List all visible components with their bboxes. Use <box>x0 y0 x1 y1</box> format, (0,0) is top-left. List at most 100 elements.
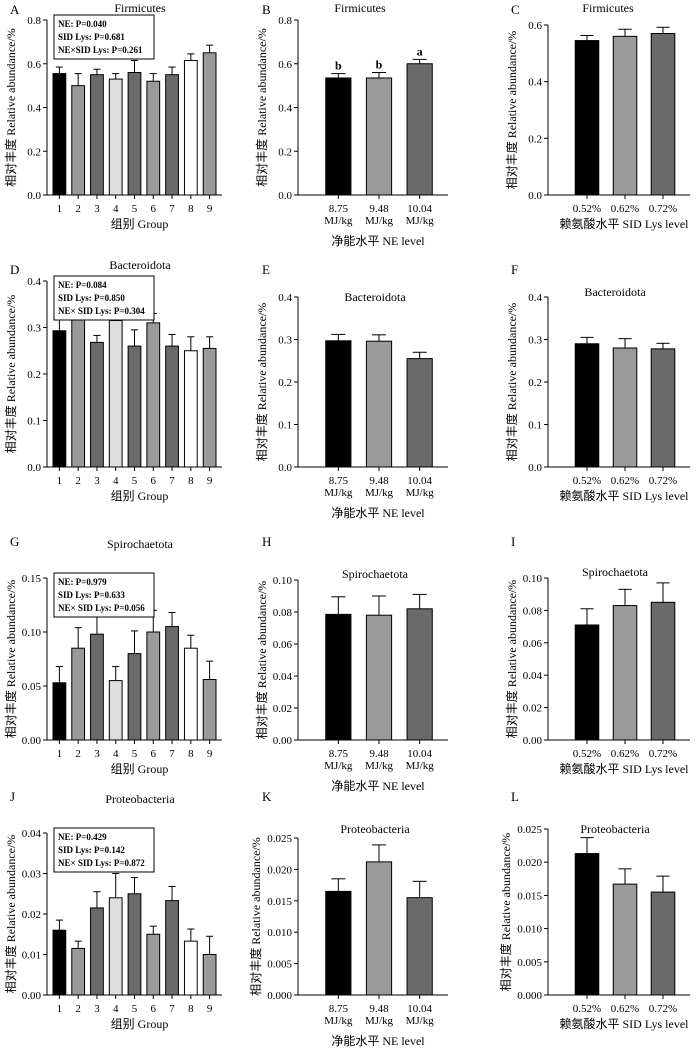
y-tick-label: 0.3 <box>278 335 292 347</box>
panel-c: C Firmicutes 0.0 0.2 0.4 0.6 相对丰度 Relative abu… <box>504 1 690 231</box>
x-axis-label: 净能水平 NE level <box>331 506 425 520</box>
x-tick-label: 10.04 MJ/kg <box>406 748 435 772</box>
y-tick-label: 0.2 <box>278 377 292 389</box>
bar <box>71 85 86 196</box>
bar <box>165 626 179 741</box>
y-tick-label: 0.2 <box>528 377 542 389</box>
bar <box>202 52 217 196</box>
bar <box>202 347 217 468</box>
chart-title: Spirochaetota <box>582 565 649 579</box>
bar <box>108 897 123 996</box>
y-axis-label: 相对丰度 Relative abundance/% <box>504 580 519 739</box>
y-tick-label: 0.6 <box>528 20 542 32</box>
x-tick-label: 9.48 MJ/kg <box>365 1003 394 1027</box>
x-tick-label: 4 <box>113 203 119 215</box>
x-tick-label: 3 <box>94 475 100 487</box>
x-tick-label: 2 <box>75 748 81 760</box>
stats-box <box>53 572 155 618</box>
x-axis-label: 赖氨酸水平 SID Lys level <box>560 1016 690 1031</box>
bar <box>127 72 142 196</box>
bar <box>165 345 179 468</box>
bar <box>146 322 161 468</box>
bar <box>612 35 638 196</box>
y-tick-label: 0.010 <box>267 927 292 939</box>
x-tick-label: 2 <box>75 1003 81 1015</box>
y-tick-label: 0.06 <box>273 639 293 651</box>
panel-h: H Spirochaetota 0.00 0.02 0.04 0.06 0.08 0.10 相对… <box>254 534 448 793</box>
x-tick-label: 4 <box>113 1003 119 1015</box>
y-tick-label: 0.4 <box>278 292 292 304</box>
x-tick-label: 9 <box>207 475 213 487</box>
bar <box>365 77 393 196</box>
y-tick-label: 0.00 <box>22 735 42 747</box>
bar <box>90 633 104 741</box>
x-tick-label: 7 <box>169 1003 175 1015</box>
bar <box>183 350 198 468</box>
x-tick-label: 7 <box>169 475 175 487</box>
y-axis-label: 相对丰度 Relative abundance/% <box>3 295 18 454</box>
panel-label: K <box>262 789 272 804</box>
bar <box>650 601 676 741</box>
y-tick-label: 0.1 <box>27 416 41 428</box>
y-tick-label: 0.10 <box>22 627 42 639</box>
y-tick-label: 0.08 <box>273 607 293 619</box>
panel-label: A <box>10 2 20 17</box>
y-tick-label: 0.0 <box>278 190 292 202</box>
bar <box>183 59 198 196</box>
panel-label: F <box>511 262 518 277</box>
y-tick-label: 0.0 <box>528 462 542 474</box>
stats-line: SID Lys: P=0.681 <box>58 32 125 42</box>
chart-title: Firmicutes <box>334 1 386 15</box>
y-axis-label: 相对丰度 Relative abundance/% <box>498 833 513 992</box>
panel-label: E <box>262 262 270 277</box>
y-tick-label: 0.04 <box>22 828 42 840</box>
x-tick-label: 0.72% <box>649 475 677 487</box>
y-tick-label: 0.1 <box>528 420 542 432</box>
x-tick-label: 9 <box>207 1003 213 1015</box>
chart-title: Proteobacteria <box>105 792 175 806</box>
bar <box>71 312 86 468</box>
x-tick-label: 4 <box>113 748 119 760</box>
y-tick-label: 0.04 <box>523 670 543 682</box>
bar <box>52 73 67 196</box>
x-tick-label: 0.72% <box>649 203 677 215</box>
bar <box>406 608 433 741</box>
bar <box>365 861 393 996</box>
y-tick-label: 0.005 <box>517 957 542 969</box>
x-tick-label: 1 <box>57 1003 63 1015</box>
y-tick-label: 0.15 <box>22 573 42 585</box>
bar <box>612 883 638 996</box>
panel-label: B <box>262 2 271 17</box>
y-tick-label: 0.08 <box>523 605 543 617</box>
y-axis-label: 相对丰度 Relative abundance/% <box>254 28 269 187</box>
x-tick-label: 1 <box>57 748 63 760</box>
y-tick-label: 0.0 <box>27 462 41 474</box>
x-tick-label: 3 <box>94 748 100 760</box>
y-tick-label: 0.000 <box>517 990 542 1002</box>
bar <box>365 614 393 741</box>
y-tick-label: 0.010 <box>517 924 542 936</box>
stats-line: NE: P=0.979 <box>58 577 107 587</box>
x-tick-label: 0.72% <box>649 748 677 760</box>
bar <box>325 340 352 468</box>
x-tick-label: 9.48 MJ/kg <box>365 203 394 227</box>
y-tick-label: 0.025 <box>267 833 292 845</box>
chart-title: Firmicutes <box>114 1 166 15</box>
stats-line: NE: P=0.429 <box>58 832 107 842</box>
bar <box>574 343 600 468</box>
stats-line: NE×SID Lys: P=0.261 <box>58 45 143 55</box>
panel-label: D <box>10 262 19 277</box>
y-tick-label: 0.4 <box>27 276 41 288</box>
y-tick-label: 0.8 <box>278 15 292 27</box>
y-tick-label: 0.00 <box>22 990 42 1002</box>
bar <box>90 341 104 468</box>
y-tick-label: 0.02 <box>22 909 41 921</box>
panel-a: A Firmicutes 0.0 0.2 0.4 0.6 0.8 相对丰度 Relative … <box>3 1 222 231</box>
x-tick-label: 1 <box>57 203 63 215</box>
y-tick-label: 0.025 <box>517 824 542 836</box>
x-tick-label: 0.62% <box>611 748 639 760</box>
x-tick-label: 3 <box>94 203 100 215</box>
panel-label: C <box>511 2 520 17</box>
x-axis-label: 赖氨酸水平 SID Lys level <box>560 761 690 776</box>
panel-label: G <box>10 534 19 549</box>
